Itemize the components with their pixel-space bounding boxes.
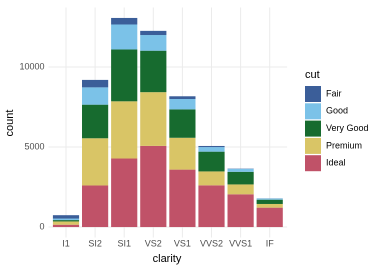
- x-tick-label: SI1: [117, 238, 131, 248]
- bar-segment: [82, 185, 109, 228]
- bar-segment: [198, 151, 225, 172]
- bar-segment: [227, 171, 254, 185]
- bar-segment: [52, 215, 80, 219]
- bar-segment: [111, 158, 138, 228]
- bar-segment: [227, 194, 254, 228]
- bar-segment: [198, 147, 225, 152]
- bar-segment: [52, 220, 80, 222]
- legend-label: Ideal: [326, 158, 346, 168]
- x-axis-title: clarity: [153, 253, 182, 265]
- legend-label: Very Good: [326, 123, 369, 133]
- bar-segment: [169, 98, 196, 110]
- bar-segment: [82, 79, 109, 88]
- bar-segment: [256, 207, 283, 228]
- bar-segment: [169, 137, 196, 170]
- bar-segment: [140, 35, 167, 51]
- x-tick-label: IF: [266, 238, 275, 248]
- x-tick-label: VS1: [174, 238, 191, 248]
- legend-key: [305, 137, 321, 154]
- legend-key: [305, 86, 321, 102]
- legend-label: Fair: [326, 88, 342, 98]
- bar-segment: [198, 185, 225, 228]
- x-tick-label: SI2: [88, 238, 102, 248]
- bar-segment: [198, 171, 225, 186]
- bar-segment: [52, 221, 80, 225]
- bar-segment: [140, 145, 167, 228]
- bar-segment: [111, 17, 138, 25]
- bar-segment: [52, 224, 80, 228]
- bar-segment: [82, 104, 109, 139]
- bar-segment: [256, 199, 283, 204]
- bar-segment: [169, 109, 196, 138]
- bar-segment: [111, 24, 138, 50]
- x-tick-label: VVS1: [229, 238, 252, 248]
- bar-segment: [169, 169, 196, 228]
- bar-segment: [169, 96, 196, 99]
- bar-segment: [111, 101, 138, 159]
- bar-segment: [140, 50, 167, 93]
- x-tick-label: VS2: [145, 238, 162, 248]
- legend-key: [305, 120, 321, 137]
- bar-segment: [140, 30, 167, 36]
- y-tick-label: 5000: [25, 141, 45, 151]
- bar-segment: [82, 87, 109, 105]
- bar-segment: [198, 145, 225, 148]
- legend-label: Good: [326, 106, 348, 116]
- y-tick-label: 10000: [20, 61, 45, 71]
- legend-key: [305, 155, 321, 172]
- legend-key: [305, 103, 321, 120]
- x-tick-label: VVS2: [200, 238, 223, 248]
- legend-label: Premium: [326, 140, 362, 150]
- bar-segment: [52, 218, 80, 221]
- y-axis-title: count: [4, 110, 16, 137]
- x-tick-label: I1: [62, 238, 70, 248]
- bar-segment: [256, 203, 283, 208]
- legend-title: cut: [305, 69, 320, 81]
- bar-segment: [227, 184, 254, 195]
- bar-segment: [256, 198, 283, 200]
- bar-segment: [227, 168, 254, 172]
- y-tick-label: 0: [40, 221, 45, 231]
- bar-segment: [82, 138, 109, 186]
- bar-segment: [140, 92, 167, 146]
- bar-segment: [111, 49, 138, 102]
